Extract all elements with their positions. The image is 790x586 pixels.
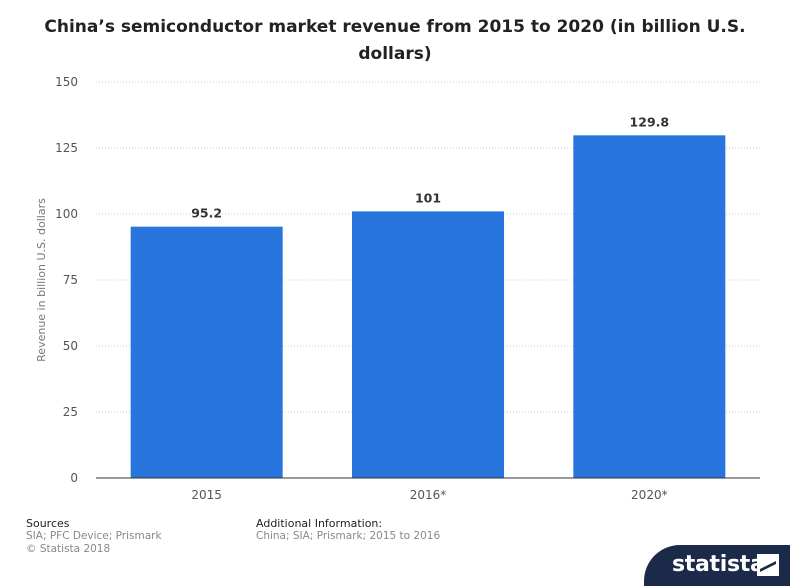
chart-title: China’s semiconductor market revenue fro… [44, 17, 746, 64]
x-tick-label: 2015 [191, 488, 222, 502]
sources-heading[interactable]: Sources [26, 517, 70, 530]
y-tick-label: 50 [63, 339, 78, 353]
y-tick-label: 100 [55, 207, 78, 221]
statista-logo-icon [757, 554, 779, 576]
bar-value-label: 101 [415, 190, 441, 205]
y-tick-label: 150 [55, 75, 78, 89]
additional-info-block: Additional Information: China; SIA; Pris… [256, 517, 440, 543]
bar-value-label: 95.2 [191, 206, 222, 221]
x-tick-label: 2020* [631, 488, 668, 502]
value-labels: 95.2 101 129.8 [191, 114, 669, 220]
bars [130, 135, 726, 479]
x-tick-label: 2016* [410, 488, 447, 502]
y-tick-label: 75 [63, 273, 78, 287]
y-tick-label: 125 [55, 141, 78, 155]
brand-name: statista [672, 552, 765, 577]
sources-block: Sources SIA; PFC Device; Prismark © Stat… [26, 517, 162, 556]
x-axis-ticks: 2015 2016* 2020* [191, 488, 667, 502]
bar [130, 226, 283, 478]
y-tick-label: 25 [63, 405, 78, 419]
statista-brand-badge[interactable]: statista [644, 545, 790, 586]
y-axis-ticks: 0 25 50 75 100 125 150 [55, 75, 78, 485]
additional-info-heading[interactable]: Additional Information: [256, 517, 383, 530]
bar-value-label: 129.8 [630, 114, 670, 129]
copyright-text: © Statista 2018 [26, 543, 111, 555]
bar [573, 135, 726, 478]
sources-text: SIA; PFC Device; Prismark [26, 530, 162, 542]
y-tick-label: 0 [70, 471, 78, 485]
y-axis-label: Revenue in billion U.S. dollars [35, 198, 48, 362]
bar [352, 211, 504, 479]
additional-info-text: China; SIA; Prismark; 2015 to 2016 [256, 530, 441, 542]
